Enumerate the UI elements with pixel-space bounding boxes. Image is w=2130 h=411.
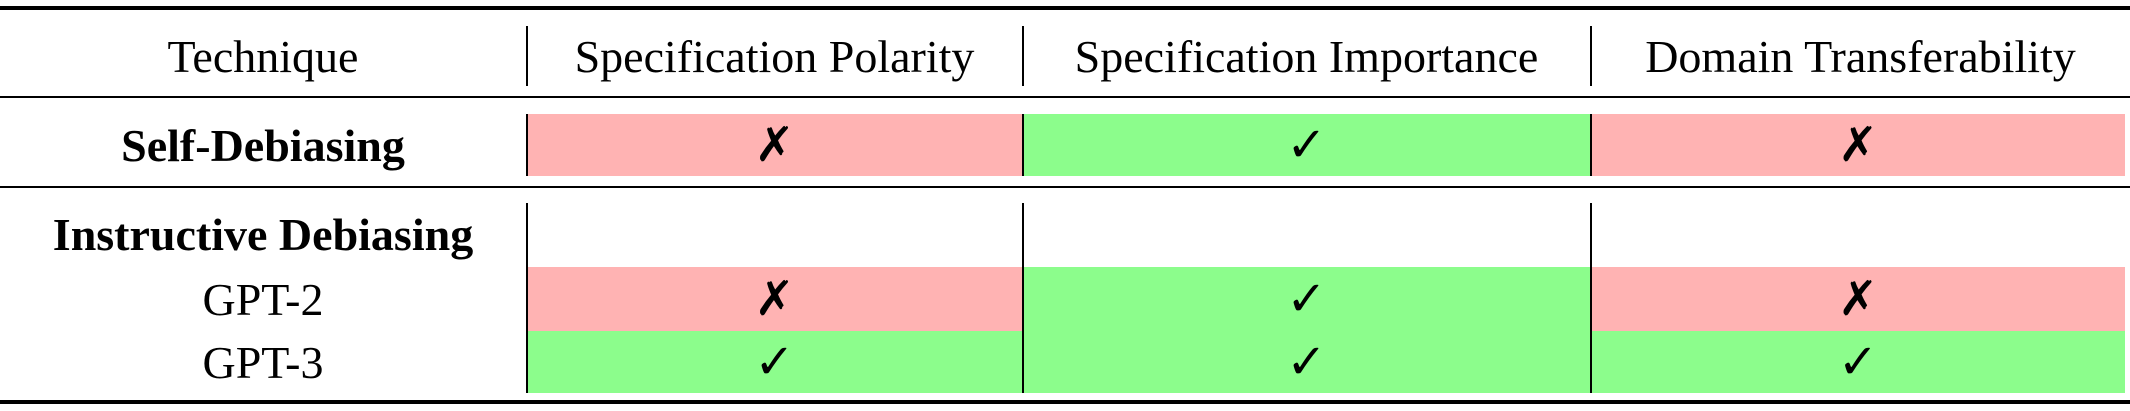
column-divider <box>1022 203 1024 393</box>
cell-bg <box>1591 331 2125 393</box>
row-label-gpt-3: GPT-3 <box>202 336 324 388</box>
header-polarity: Specification Polarity <box>574 30 975 82</box>
group-rule <box>0 186 2130 188</box>
column-divider <box>1022 114 1024 176</box>
check-icon: ✓ <box>1286 117 1327 173</box>
cell-bg <box>527 331 1023 393</box>
column-divider <box>526 114 528 176</box>
column-divider <box>1590 114 1592 176</box>
cell-bg <box>1023 331 1591 393</box>
check-icon: ✓ <box>1286 334 1327 390</box>
header-importance: Specification Importance <box>1074 30 1539 82</box>
column-divider <box>1022 26 1024 86</box>
check-icon: ✓ <box>754 334 795 390</box>
column-divider <box>1590 203 1592 393</box>
cross-icon: ✗ <box>754 117 795 173</box>
row-label-self-debiasing: Self-Debiasing <box>121 119 405 171</box>
cell-bg <box>1023 267 1591 331</box>
cross-icon: ✗ <box>754 271 795 327</box>
header-rule <box>0 96 2130 98</box>
header-transferability: Domain Transferability <box>1645 30 2076 82</box>
cell-bg <box>527 114 1023 176</box>
check-icon: ✓ <box>1286 271 1327 327</box>
bottom-rule <box>0 400 2130 404</box>
top-rule <box>0 6 2130 10</box>
cell-bg <box>1023 114 1591 176</box>
cell-bg <box>527 267 1023 331</box>
cell-bg <box>1591 267 2125 331</box>
column-divider <box>526 203 528 393</box>
check-icon: ✓ <box>1837 334 1879 390</box>
cross-icon: ✗ <box>1837 271 1879 327</box>
cross-icon: ✗ <box>1837 117 1879 173</box>
column-divider <box>1590 26 1592 86</box>
column-divider <box>526 26 528 86</box>
row-label-instructive-debiasing: Instructive Debiasing <box>52 208 474 260</box>
cell-bg <box>1591 114 2125 176</box>
row-label-gpt-2: GPT-2 <box>202 273 324 325</box>
header-technique: Technique <box>167 30 359 82</box>
